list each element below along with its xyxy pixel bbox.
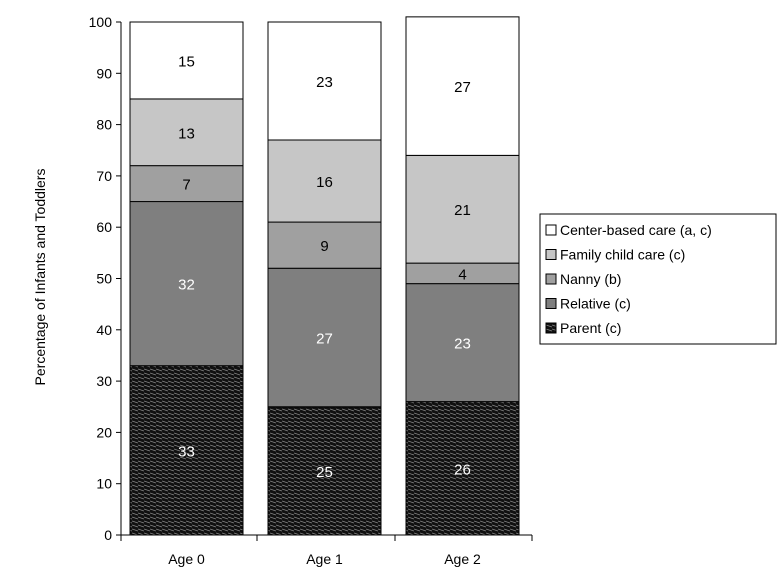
legend-swatch xyxy=(545,322,557,334)
bar-segment xyxy=(267,406,382,536)
data-label: 16 xyxy=(316,174,333,191)
data-label: 21 xyxy=(454,202,471,219)
bar-segment xyxy=(405,401,520,536)
y-tick-label: 50 xyxy=(96,271,112,287)
bar-segment xyxy=(405,154,520,264)
bar-segment xyxy=(267,221,382,269)
bar-segment xyxy=(267,21,382,141)
legend-label: Nanny (b) xyxy=(560,271,621,287)
legend-swatch xyxy=(545,298,557,309)
x-tick-label: Age 0 xyxy=(168,551,205,567)
y-tick-label: 80 xyxy=(96,117,112,133)
y-tick-label: 90 xyxy=(96,65,112,81)
legend-label: Family child care (c) xyxy=(560,247,685,263)
data-label: 32 xyxy=(178,277,195,294)
y-tick-label: 60 xyxy=(96,219,112,235)
x-tick-label: Age 1 xyxy=(306,551,343,567)
bar-segment xyxy=(405,16,520,156)
legend-swatch xyxy=(545,273,557,285)
data-label: 9 xyxy=(320,238,328,255)
legend-swatch xyxy=(545,224,557,236)
bar-segment xyxy=(267,139,382,223)
data-label: 27 xyxy=(454,79,471,96)
bar-segment xyxy=(405,283,520,403)
y-tick-label: 100 xyxy=(89,14,113,30)
bar-segment xyxy=(129,365,244,536)
data-label: 27 xyxy=(316,330,333,347)
legend-swatch xyxy=(545,249,557,260)
data-label: 4 xyxy=(458,266,466,283)
legend-label: Relative (c) xyxy=(560,296,631,312)
data-label: 13 xyxy=(178,125,195,142)
data-label: 15 xyxy=(178,53,195,70)
y-tick-label: 40 xyxy=(96,322,112,338)
bar-segment xyxy=(129,98,244,167)
y-tick-label: 0 xyxy=(104,527,112,543)
bar-segment xyxy=(129,21,244,100)
bar-segment xyxy=(129,201,244,367)
data-label: 25 xyxy=(316,464,333,481)
data-label: 23 xyxy=(454,336,471,353)
legend-box xyxy=(539,213,777,345)
y-tick-label: 30 xyxy=(96,373,112,389)
data-label: 7 xyxy=(182,177,190,194)
legend: Center-based care (a, c) Family child car… xyxy=(539,213,777,345)
legend-label: Center-based care (a, c) xyxy=(560,222,712,238)
bar-segment xyxy=(129,165,244,203)
y-tick-label: 70 xyxy=(96,168,112,184)
data-label: 33 xyxy=(178,443,195,460)
y-tick-label: 20 xyxy=(96,424,112,440)
y-tick-label: 10 xyxy=(96,476,112,492)
y-axis-title: Percentage of Infants and Toddlers xyxy=(32,169,48,386)
plot-area: 0 10 20 30 40 50 60 70 80 90 100 33 32 7 13 15 Age 0 25 27… xyxy=(89,14,533,567)
data-label: 23 xyxy=(316,74,333,91)
x-tick-label: Age 2 xyxy=(444,551,481,567)
data-label: 26 xyxy=(454,461,471,478)
legend-label: Parent (c) xyxy=(560,320,621,336)
